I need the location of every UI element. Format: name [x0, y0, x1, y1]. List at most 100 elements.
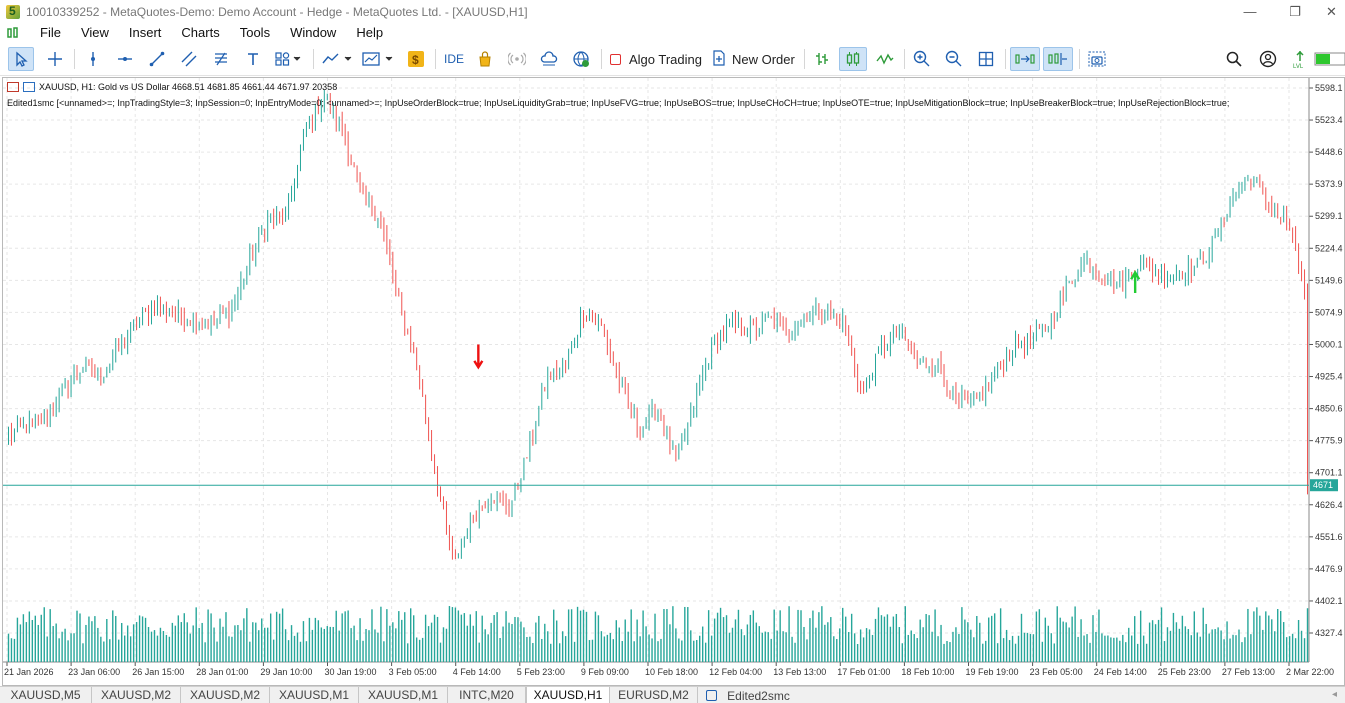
y-tick-label: 5149.6: [1315, 275, 1343, 285]
chart-area[interactable]: 5598.1 5523.4 5448.6 5373.9 5299.1 5224.4 5149…: [2, 77, 1345, 686]
tab-eurusd-m2[interactable]: EURUSD,M2: [610, 687, 698, 703]
svg-text:$: $: [412, 53, 419, 67]
x-tick-label: 24 Feb 14:00: [1094, 667, 1147, 677]
tab-edited2smc-label: Edited2smc: [727, 688, 790, 703]
y-tick-label: 5598.1: [1315, 83, 1343, 93]
indicator-params: Edited1smc [<unnamed>=; InpTradingStyle=…: [7, 98, 1230, 108]
tab-xauusd-h1[interactable]: XAUUSD,H1: [526, 687, 610, 703]
battery-icon: [1314, 47, 1345, 71]
y-tick-label: 4775.9: [1315, 436, 1343, 446]
y-tick-label: 4626.4: [1315, 500, 1343, 510]
ide-button[interactable]: IDE: [440, 47, 468, 71]
chart-window-icon[interactable]: [7, 82, 19, 92]
x-tick-label: 19 Feb 19:00: [966, 667, 1019, 677]
menu-window[interactable]: Window: [290, 25, 337, 40]
y-tick-label: 4476.9: [1315, 564, 1343, 574]
candle-chart-icon[interactable]: [839, 47, 867, 71]
window-title: 10010339252 - MetaQuotes-Demo: Demo Acco…: [26, 4, 528, 19]
market-icon[interactable]: $: [403, 47, 429, 71]
price-chart[interactable]: 5598.1 5523.4 5448.6 5373.9 5299.1 5224.4 5149…: [3, 78, 1344, 685]
chart-header: XAUUSD, H1: Gold vs US Dollar 4668.51 46…: [7, 82, 337, 92]
signal-strength-icon: LVL: [1290, 47, 1310, 71]
tab-xauusd-m2-2[interactable]: XAUUSD,M2: [181, 687, 270, 703]
x-tick-label: 3 Feb 05:00: [389, 667, 437, 677]
y-tick-label: 4327.4: [1315, 628, 1343, 638]
templates-icon[interactable]: [360, 47, 396, 71]
menu-help[interactable]: Help: [356, 25, 384, 40]
tab-xauusd-m1-2[interactable]: XAUUSD,M1: [359, 687, 448, 703]
cursor-icon[interactable]: [8, 47, 34, 71]
chart-tabs: XAUUSD,M5 XAUUSD,M2 XAUUSD,M2 XAUUSD,M1 …: [0, 686, 1345, 703]
y-tick-label: 5523.4: [1315, 115, 1343, 125]
tab-xauusd-m5[interactable]: XAUUSD,M5: [0, 687, 92, 703]
chart-shift-icon[interactable]: [1043, 47, 1073, 71]
tab-xauusd-m1[interactable]: XAUUSD,M1: [270, 687, 359, 703]
x-tick-label: 23 Jan 06:00: [68, 667, 120, 677]
tile-icon[interactable]: [973, 47, 999, 71]
y-tick-label: 5299.1: [1315, 211, 1343, 221]
cloud-icon[interactable]: [536, 47, 562, 71]
algo-trading-label: Algo Trading: [629, 51, 702, 67]
maximize-button[interactable]: ❐: [1289, 3, 1301, 19]
chart-status-icon[interactable]: [23, 82, 35, 92]
tab-xauusd-m2[interactable]: XAUUSD,M2: [92, 687, 181, 703]
x-tick-label: 10 Feb 18:00: [645, 667, 698, 677]
svg-text:LVL: LVL: [1293, 64, 1304, 69]
bar-chart-icon[interactable]: [809, 47, 835, 71]
shapes-icon[interactable]: [272, 47, 306, 71]
zoom-in-icon[interactable]: [909, 47, 935, 71]
network-icon[interactable]: [568, 47, 594, 71]
x-tick-label: 17 Feb 01:00: [837, 667, 890, 677]
vps-icon[interactable]: [504, 47, 530, 71]
menu-bar: File View Insert Charts Tools Window Hel…: [0, 23, 1345, 43]
menu-insert[interactable]: Insert: [128, 25, 162, 40]
x-tick-label: 5 Feb 23:00: [517, 667, 565, 677]
search-icon[interactable]: [1222, 47, 1246, 71]
tab-scroll-left-icon[interactable]: ◂: [1331, 689, 1337, 700]
symbol-info: XAUUSD, H1: Gold vs US Dollar 4668.51 46…: [39, 82, 338, 92]
y-tick-label: 4402.1: [1315, 596, 1343, 606]
y-tick-label: 4850.6: [1315, 404, 1343, 414]
fibonacci-icon[interactable]: [208, 47, 234, 71]
menu-tools[interactable]: Tools: [239, 25, 271, 40]
y-tick-label: 5000.1: [1315, 339, 1343, 349]
channel-icon[interactable]: [176, 47, 202, 71]
menu-charts[interactable]: Charts: [181, 25, 220, 40]
autoscroll-icon[interactable]: [1010, 47, 1040, 71]
indicators-icon[interactable]: [319, 47, 355, 71]
menu-view[interactable]: View: [80, 25, 109, 40]
x-tick-label: 29 Jan 10:00: [260, 667, 312, 677]
minimize-button[interactable]: —: [1243, 4, 1257, 19]
menu-file[interactable]: File: [40, 25, 61, 40]
screenshot-icon[interactable]: [1084, 47, 1110, 71]
trendline-icon[interactable]: [144, 47, 170, 71]
x-tick-label: 30 Jan 19:00: [325, 667, 377, 677]
y-tick-label: 5224.4: [1315, 243, 1343, 253]
x-tick-label: 12 Feb 04:00: [709, 667, 762, 677]
horizontal-line-icon[interactable]: [112, 47, 138, 71]
x-tick-label: 26 Jan 15:00: [132, 667, 184, 677]
signals-icon[interactable]: [472, 47, 498, 71]
algo-trading-button[interactable]: Algo Trading: [606, 47, 702, 71]
crosshair-icon[interactable]: [42, 47, 68, 71]
vertical-line-icon[interactable]: [80, 47, 106, 71]
new-order-button[interactable]: New Order: [708, 47, 798, 71]
x-tick-label: 27 Feb 13:00: [1222, 667, 1275, 677]
x-tick-label: 4 Feb 14:00: [453, 667, 501, 677]
x-tick-label: 18 Feb 10:00: [901, 667, 954, 677]
account-icon[interactable]: [1256, 47, 1280, 71]
ide-label: IDE: [443, 52, 464, 66]
tab-edited2smc[interactable]: Edited2smc: [698, 687, 798, 703]
y-tick-label: 4701.1: [1315, 468, 1343, 478]
chart-menu-icon[interactable]: [6, 26, 20, 40]
line-chart-icon[interactable]: [872, 47, 898, 71]
sell-arrow-icon: [473, 344, 484, 370]
tab-intc-m20[interactable]: INTC,M20: [448, 687, 526, 703]
zoom-out-icon[interactable]: [941, 47, 967, 71]
buy-arrow-icon: [1130, 270, 1141, 294]
x-tick-label: 28 Jan 01:00: [196, 667, 248, 677]
title-bar: 10010339252 - MetaQuotes-Demo: Demo Acco…: [0, 0, 1345, 23]
close-button[interactable]: ✕: [1326, 3, 1337, 19]
text-tool-icon[interactable]: [240, 47, 266, 71]
